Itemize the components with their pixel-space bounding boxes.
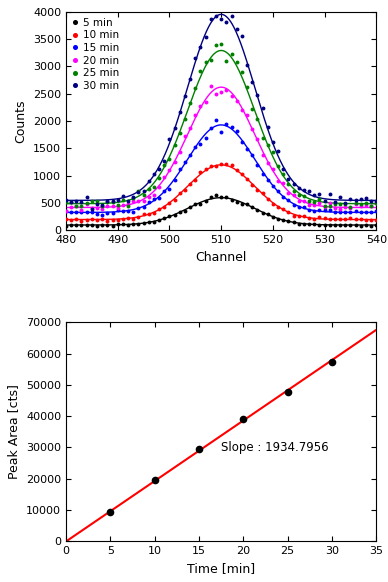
Y-axis label: Peak Area [cts]: Peak Area [cts] bbox=[7, 384, 21, 479]
30 min bbox=[64, 196, 68, 203]
30 min bbox=[229, 12, 234, 19]
5 min bbox=[239, 200, 244, 207]
Legend: 5 min, 10 min, 15 min, 20 min, 25 min, 30 min: 5 min, 10 min, 15 min, 20 min, 25 min, 3… bbox=[69, 15, 122, 94]
10 min bbox=[141, 211, 146, 218]
25 min bbox=[126, 202, 130, 209]
10 min bbox=[343, 215, 348, 222]
20 min bbox=[374, 200, 379, 207]
X-axis label: Channel: Channel bbox=[196, 251, 247, 264]
25 min bbox=[255, 115, 260, 122]
20 min bbox=[208, 83, 213, 90]
5 min bbox=[131, 220, 135, 227]
25 min bbox=[234, 58, 239, 65]
5 min bbox=[343, 221, 348, 228]
20 min bbox=[126, 200, 130, 207]
10 min bbox=[260, 190, 265, 197]
5 min bbox=[260, 210, 265, 217]
15 min bbox=[64, 207, 68, 214]
15 min bbox=[260, 170, 265, 177]
5 min bbox=[177, 208, 182, 215]
30 min bbox=[131, 193, 135, 200]
20 min bbox=[234, 98, 239, 105]
25 min bbox=[172, 141, 177, 148]
20 min bbox=[338, 206, 343, 213]
20 min bbox=[172, 158, 177, 165]
Line: 20 min: 20 min bbox=[64, 84, 378, 213]
10 min bbox=[239, 171, 244, 178]
Line: 25 min: 25 min bbox=[64, 42, 378, 209]
25 min bbox=[136, 187, 141, 194]
Y-axis label: Counts: Counts bbox=[14, 100, 28, 143]
30 min bbox=[239, 32, 244, 39]
10 min bbox=[374, 216, 379, 223]
15 min bbox=[214, 117, 218, 124]
Line: 10 min: 10 min bbox=[64, 162, 378, 223]
Line: 5 min: 5 min bbox=[64, 193, 378, 228]
25 min bbox=[338, 200, 343, 207]
15 min bbox=[239, 139, 244, 146]
15 min bbox=[131, 208, 135, 215]
25 min bbox=[374, 200, 379, 207]
10 min bbox=[177, 190, 182, 197]
5 min bbox=[110, 222, 115, 229]
X-axis label: Time [min]: Time [min] bbox=[187, 562, 255, 574]
15 min bbox=[100, 211, 104, 218]
30 min bbox=[90, 205, 94, 212]
20 min bbox=[64, 208, 68, 215]
20 min bbox=[255, 136, 260, 143]
30 min bbox=[343, 199, 348, 206]
5 min bbox=[141, 219, 146, 226]
Line: 15 min: 15 min bbox=[64, 119, 378, 217]
15 min bbox=[141, 204, 146, 211]
Text: Slope : 1934.7956: Slope : 1934.7956 bbox=[221, 441, 329, 454]
30 min bbox=[260, 105, 265, 112]
10 min bbox=[79, 218, 84, 225]
15 min bbox=[343, 208, 348, 215]
10 min bbox=[64, 216, 68, 223]
30 min bbox=[177, 108, 182, 115]
25 min bbox=[348, 203, 353, 210]
30 min bbox=[374, 197, 379, 204]
25 min bbox=[219, 40, 223, 47]
15 min bbox=[374, 207, 379, 214]
20 min bbox=[136, 198, 141, 205]
10 min bbox=[131, 215, 135, 222]
5 min bbox=[214, 192, 218, 199]
10 min bbox=[224, 160, 229, 167]
30 min bbox=[141, 187, 146, 194]
5 min bbox=[374, 222, 379, 229]
25 min bbox=[64, 198, 68, 205]
5 min bbox=[64, 222, 68, 229]
15 min bbox=[177, 166, 182, 173]
Line: 30 min: 30 min bbox=[64, 14, 378, 211]
